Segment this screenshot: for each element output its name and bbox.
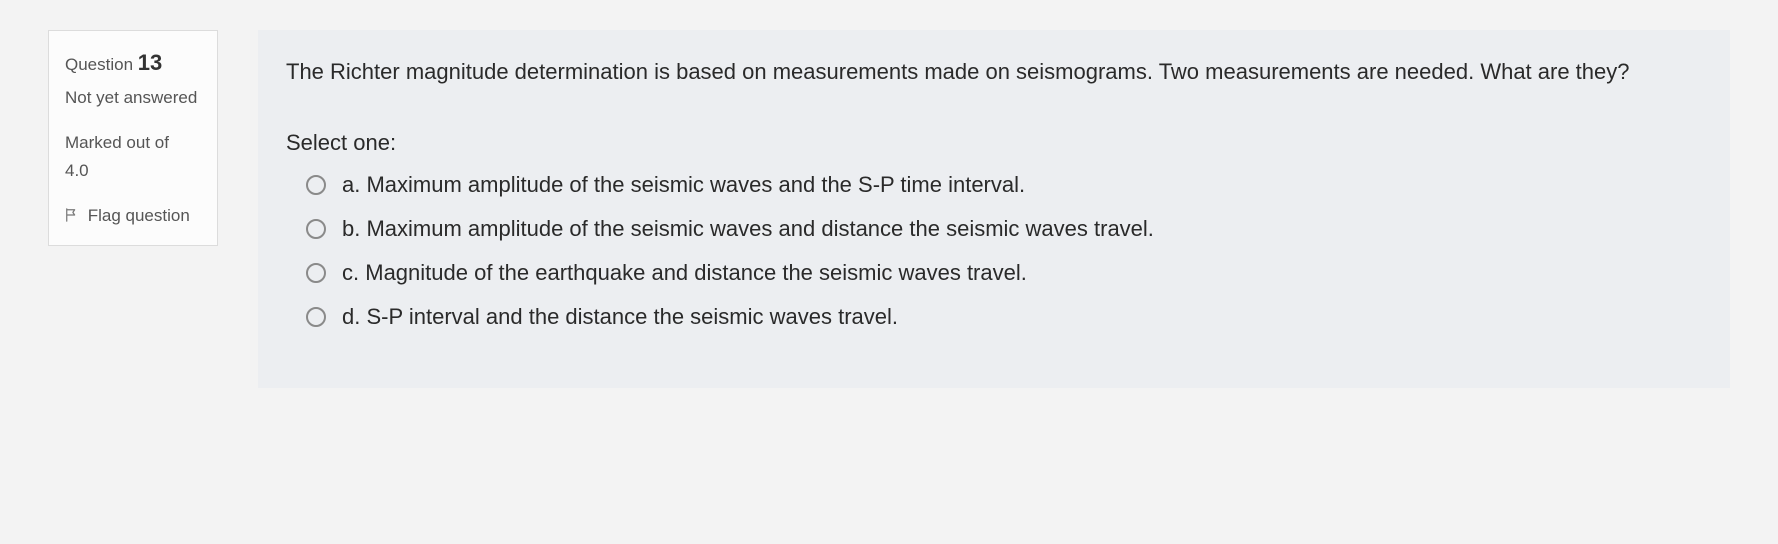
- flag-question-link[interactable]: Flag question: [65, 202, 201, 229]
- question-heading: Question 13: [65, 45, 201, 80]
- select-one-prompt: Select one:: [286, 130, 1702, 156]
- answer-letter: c.: [342, 260, 359, 285]
- answer-label-a[interactable]: a. Maximum amplitude of the seismic wave…: [342, 172, 1025, 198]
- answer-text: Maximum amplitude of the seismic waves a…: [366, 216, 1153, 241]
- marked-out-of: Marked out of 4.0: [65, 129, 201, 183]
- answer-label-c[interactable]: c. Magnitude of the earthquake and dista…: [342, 260, 1027, 286]
- answer-radio-b[interactable]: [306, 219, 326, 239]
- question-container: Question 13 Not yet answered Marked out …: [0, 0, 1778, 448]
- answer-text: S-P interval and the distance the seismi…: [366, 304, 898, 329]
- answer-text: Maximum amplitude of the seismic waves a…: [366, 172, 1025, 197]
- answer-option: c. Magnitude of the earthquake and dista…: [306, 260, 1702, 286]
- flag-icon: [65, 206, 88, 225]
- marked-value: 4.0: [65, 157, 201, 184]
- answer-label-b[interactable]: b. Maximum amplitude of the seismic wave…: [342, 216, 1154, 242]
- answer-text: Magnitude of the earthquake and distance…: [365, 260, 1027, 285]
- answer-option: a. Maximum amplitude of the seismic wave…: [306, 172, 1702, 198]
- answer-radio-d[interactable]: [306, 307, 326, 327]
- question-content-panel: The Richter magnitude determination is b…: [258, 30, 1730, 388]
- marked-label: Marked out of: [65, 129, 201, 156]
- flag-label: Flag question: [88, 206, 190, 225]
- answer-option: d. S-P interval and the distance the sei…: [306, 304, 1702, 330]
- answer-letter: a.: [342, 172, 360, 197]
- answer-label-d[interactable]: d. S-P interval and the distance the sei…: [342, 304, 898, 330]
- answer-option: b. Maximum amplitude of the seismic wave…: [306, 216, 1702, 242]
- answer-options: a. Maximum amplitude of the seismic wave…: [286, 172, 1702, 330]
- question-number: 13: [138, 50, 162, 75]
- answer-letter: b.: [342, 216, 360, 241]
- answer-radio-a[interactable]: [306, 175, 326, 195]
- question-label: Question: [65, 55, 133, 74]
- answer-status: Not yet answered: [65, 84, 201, 111]
- question-text: The Richter magnitude determination is b…: [286, 54, 1702, 90]
- question-info-panel: Question 13 Not yet answered Marked out …: [48, 30, 218, 246]
- answer-radio-c[interactable]: [306, 263, 326, 283]
- answer-letter: d.: [342, 304, 360, 329]
